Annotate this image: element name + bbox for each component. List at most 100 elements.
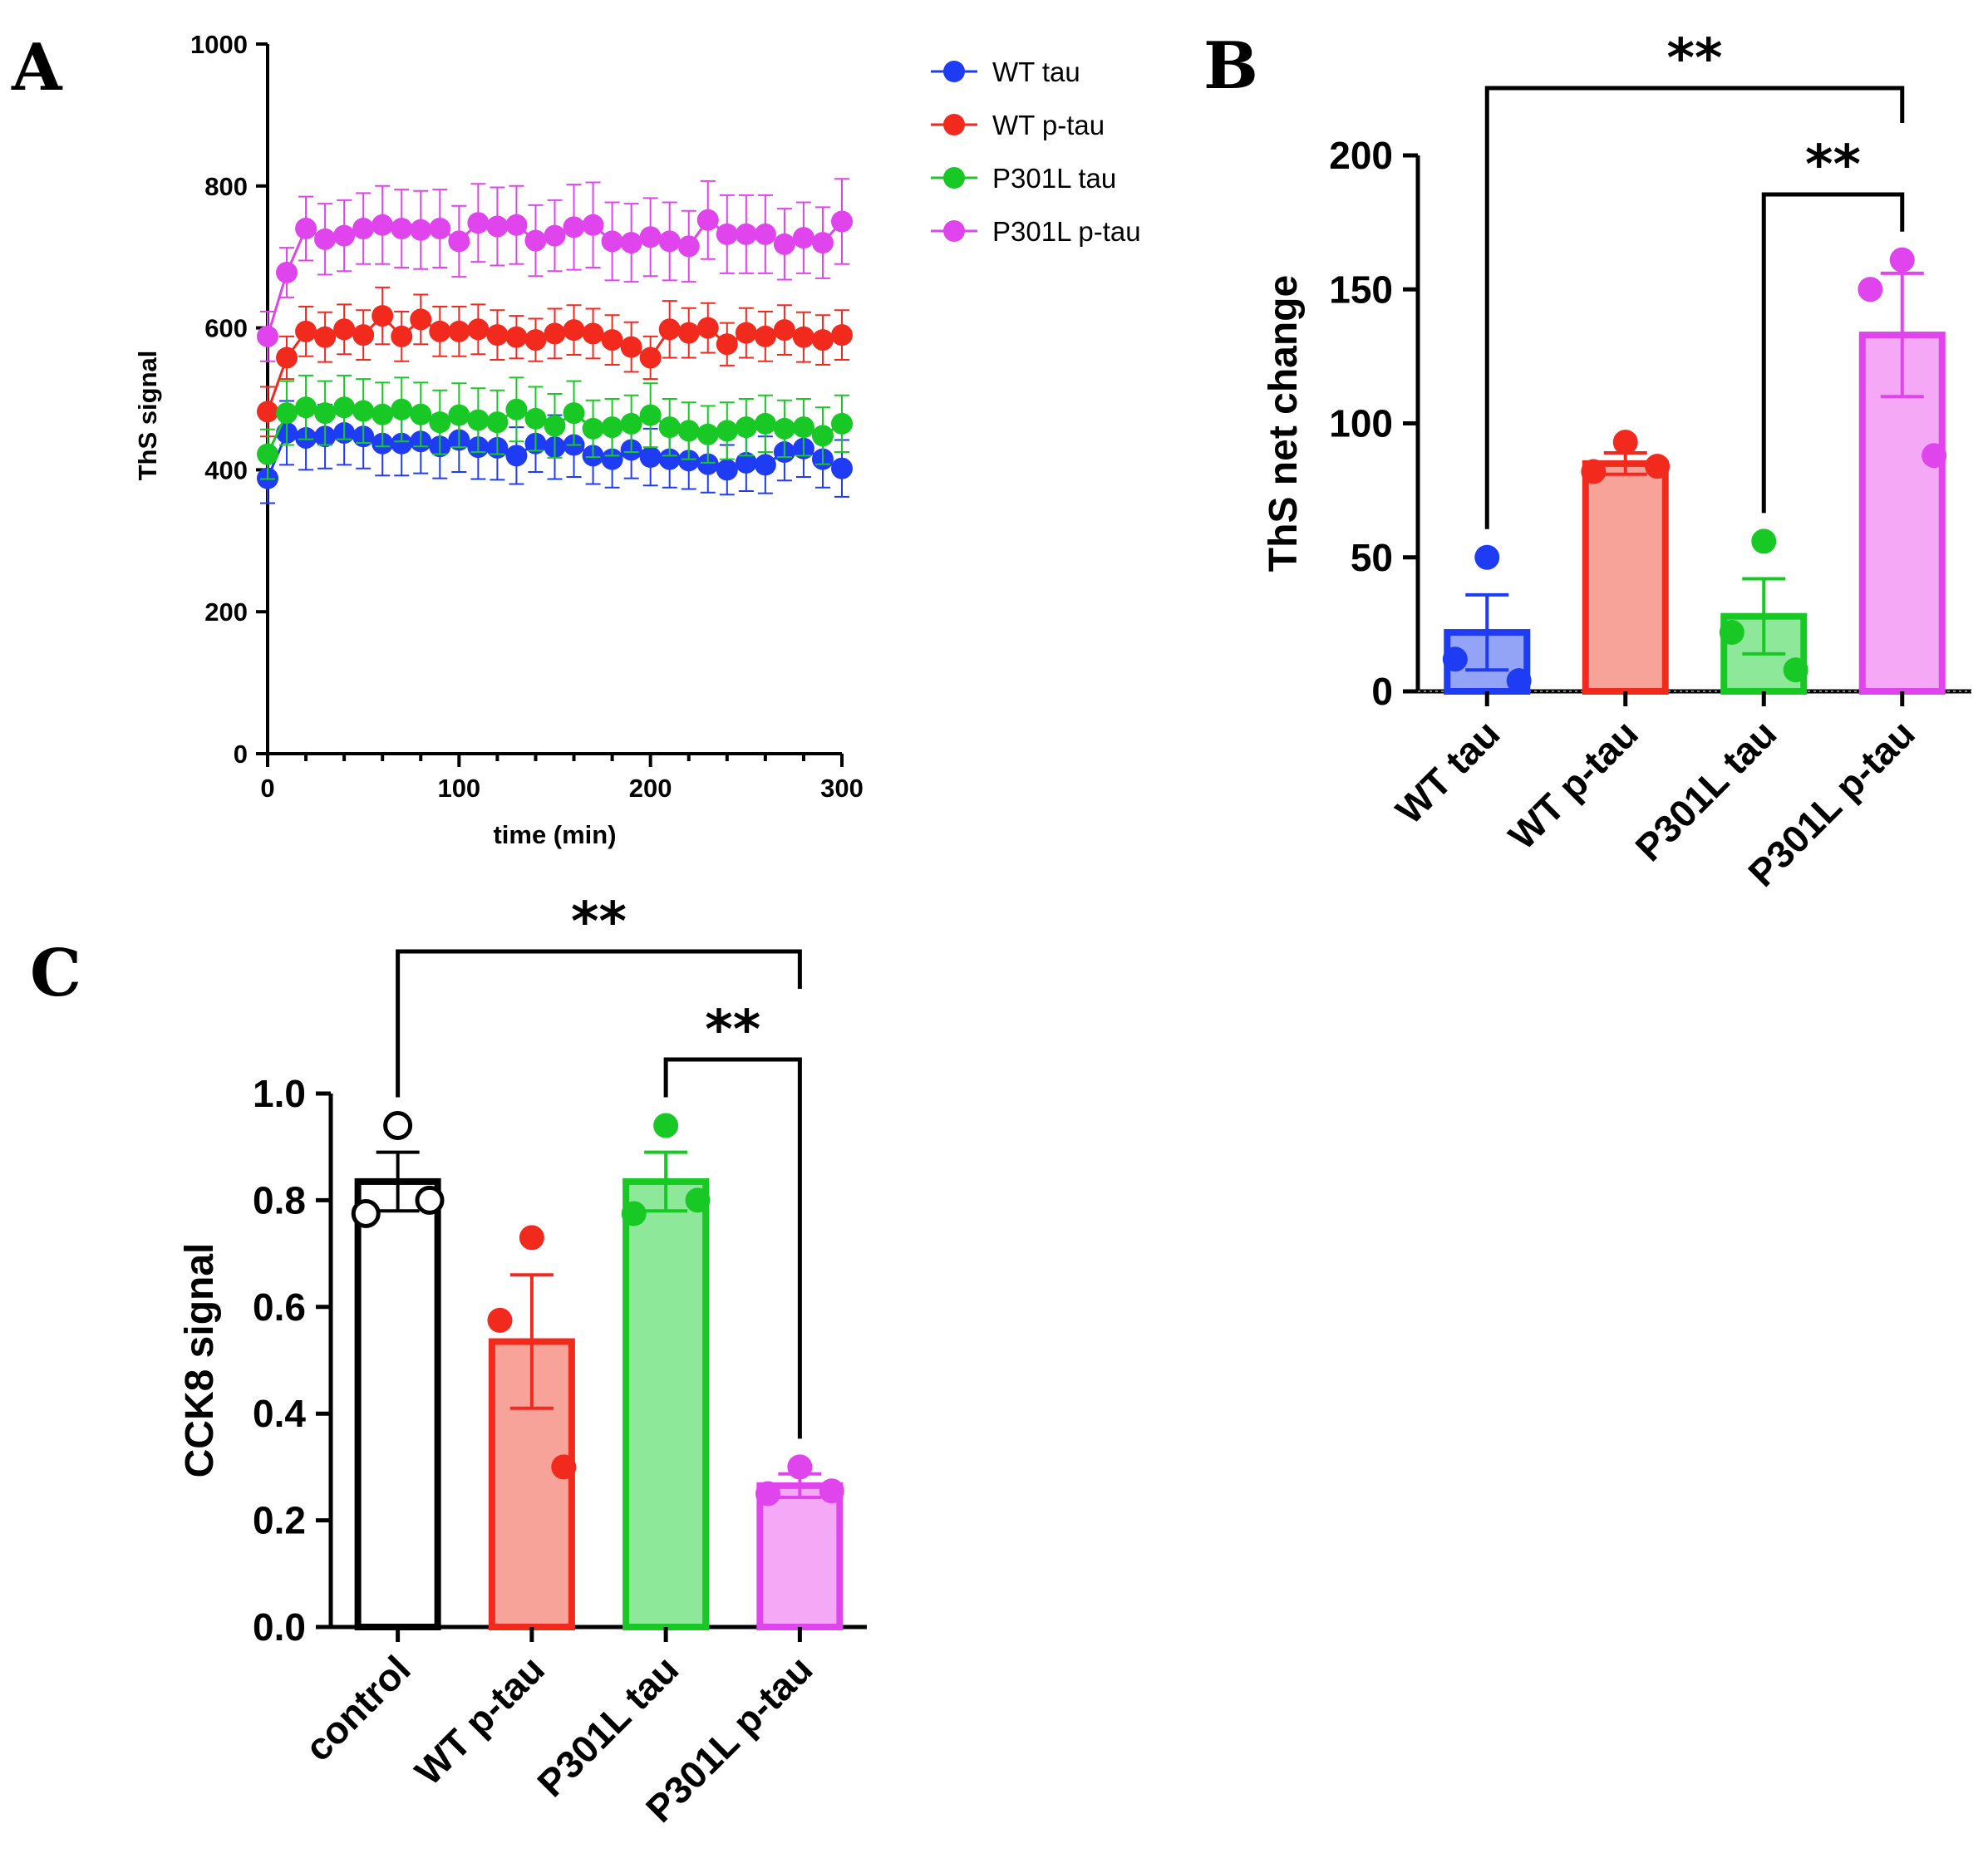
legend-swatch-marker: [943, 114, 965, 135]
data-point: [716, 459, 738, 481]
data-point: [677, 235, 700, 258]
data-point: [716, 223, 738, 245]
bar-group-wt-p-tau: [1581, 430, 1671, 695]
y-tick-label: 800: [204, 172, 248, 201]
data-point: [524, 407, 547, 430]
data-point: [391, 398, 413, 420]
data-point: [544, 224, 566, 247]
legend-swatch-marker: [943, 167, 965, 189]
significance-label: **: [571, 892, 627, 953]
bar-group-p301l-tau: [621, 1113, 711, 1631]
data-point: [716, 420, 738, 442]
significance-label: **: [1667, 28, 1723, 90]
significance-label: **: [1805, 135, 1861, 196]
y-tick-label: 0.0: [253, 1605, 306, 1649]
data-point: [551, 1454, 577, 1480]
data-point: [276, 261, 298, 283]
data-point: [601, 230, 623, 253]
x-tick-label-wt-tau: WT tau: [1387, 711, 1508, 832]
data-point: [754, 325, 776, 347]
data-point: [639, 347, 662, 369]
data-point: [524, 229, 547, 252]
bar-group-control: [351, 1111, 445, 1631]
data-point: [467, 409, 490, 431]
y-tick-label: 150: [1329, 268, 1393, 311]
y-tick-label: 400: [204, 455, 248, 484]
data-point: [333, 224, 356, 247]
data-point: [582, 417, 604, 440]
bar-group-p301l-tau: [1719, 528, 1808, 696]
legend-swatch-marker: [943, 220, 965, 242]
y-tick-label: 1.0: [253, 1072, 306, 1115]
data-point: [391, 432, 413, 455]
data-point: [754, 412, 776, 435]
significance-label: **: [705, 1000, 760, 1061]
data-point: [257, 401, 278, 423]
data-point: [352, 400, 375, 422]
data-point: [639, 226, 662, 248]
data-point: [696, 453, 719, 475]
data-point: [505, 214, 528, 236]
data-point: [735, 322, 757, 344]
data-point: [582, 322, 604, 345]
data-point: [467, 212, 490, 234]
data-point: [696, 423, 719, 445]
data-point: [601, 416, 623, 439]
x-tick-label: 100: [437, 774, 480, 803]
data-point: [1783, 657, 1808, 683]
data-point: [1474, 544, 1500, 570]
panel-label-c: C: [30, 936, 81, 1011]
data-point: [831, 324, 853, 347]
data-point: [773, 233, 795, 255]
y-axis-label: ThS signal: [133, 351, 162, 481]
data-point: [410, 219, 432, 241]
data-point: [524, 329, 547, 351]
data-point: [415, 1185, 445, 1215]
data-point: [391, 218, 413, 240]
significance-bracket: [663, 1057, 802, 1439]
bar: [354, 1177, 441, 1631]
bar: [622, 1177, 710, 1631]
data-point: [1719, 620, 1744, 646]
data-point: [754, 223, 776, 245]
legend-label-wt-tau: WT tau: [992, 57, 1080, 87]
data-point: [831, 210, 853, 233]
data-point: [314, 228, 337, 250]
data-point: [486, 215, 509, 238]
data-point: [295, 320, 317, 342]
data-point: [487, 1307, 513, 1333]
data-point: [658, 448, 681, 470]
data-point: [429, 320, 451, 342]
data-point: [276, 347, 298, 369]
data-point: [755, 1481, 780, 1507]
data-point: [505, 398, 528, 420]
y-tick-label: 50: [1351, 536, 1393, 579]
y-tick-label: 0: [234, 740, 248, 769]
data-point: [620, 232, 642, 254]
data-point: [677, 450, 700, 472]
data-point: [257, 443, 278, 465]
data-point: [677, 322, 700, 344]
data-point: [505, 326, 528, 348]
data-point: [787, 1454, 813, 1480]
bar: [1582, 460, 1669, 695]
bar: [756, 1482, 844, 1630]
y-tick-label: 200: [1329, 134, 1393, 177]
y-tick-label: 0.8: [253, 1178, 306, 1222]
data-point: [639, 446, 662, 469]
y-tick-label: 0.2: [253, 1499, 306, 1542]
data-point: [620, 336, 642, 358]
data-point: [831, 457, 853, 479]
data-point: [735, 223, 757, 245]
data-point: [773, 319, 795, 342]
data-point: [429, 411, 451, 434]
data-point: [486, 324, 509, 347]
data-point: [685, 1187, 711, 1213]
data-point: [696, 317, 719, 339]
data-point: [811, 232, 834, 254]
legend-label-p301l-tau: P301L tau: [992, 163, 1116, 194]
data-point: [448, 320, 470, 342]
data-point: [372, 403, 394, 425]
